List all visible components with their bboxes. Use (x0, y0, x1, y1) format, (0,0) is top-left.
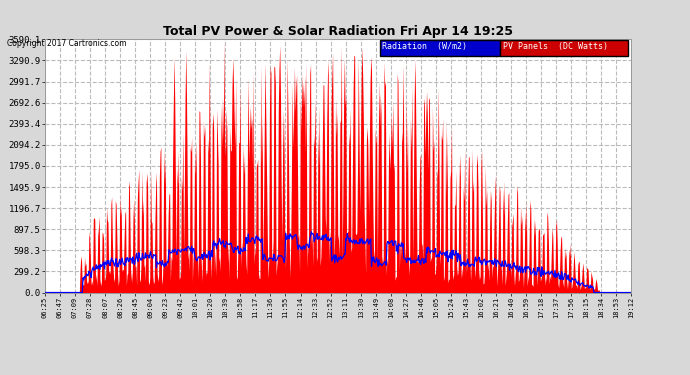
Text: Radiation  (W/m2): Radiation (W/m2) (382, 42, 467, 51)
Title: Total PV Power & Solar Radiation Fri Apr 14 19:25: Total PV Power & Solar Radiation Fri Apr… (163, 25, 513, 38)
Text: Copyright 2017 Cartronics.com: Copyright 2017 Cartronics.com (7, 39, 126, 48)
Text: PV Panels  (DC Watts): PV Panels (DC Watts) (503, 42, 608, 51)
